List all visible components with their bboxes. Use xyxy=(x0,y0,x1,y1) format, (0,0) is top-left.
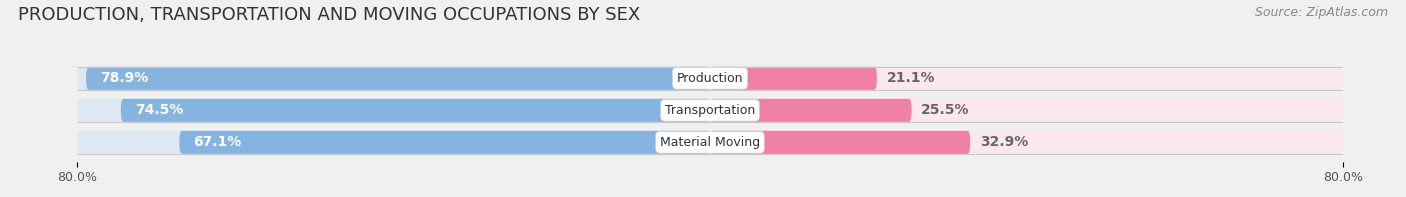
FancyBboxPatch shape xyxy=(77,67,710,90)
Text: 25.5%: 25.5% xyxy=(921,103,970,117)
Text: PRODUCTION, TRANSPORTATION AND MOVING OCCUPATIONS BY SEX: PRODUCTION, TRANSPORTATION AND MOVING OC… xyxy=(18,6,641,24)
FancyBboxPatch shape xyxy=(86,67,710,90)
Legend: Male, Female: Male, Female xyxy=(634,193,786,197)
FancyBboxPatch shape xyxy=(77,131,710,154)
Text: Transportation: Transportation xyxy=(665,104,755,117)
Text: 32.9%: 32.9% xyxy=(980,135,1028,149)
Text: Source: ZipAtlas.com: Source: ZipAtlas.com xyxy=(1254,6,1388,19)
Text: 78.9%: 78.9% xyxy=(100,71,149,85)
FancyBboxPatch shape xyxy=(710,67,877,90)
FancyBboxPatch shape xyxy=(710,131,1343,154)
FancyBboxPatch shape xyxy=(121,99,710,122)
FancyBboxPatch shape xyxy=(710,131,970,154)
FancyBboxPatch shape xyxy=(180,131,710,154)
FancyBboxPatch shape xyxy=(710,67,1343,90)
FancyBboxPatch shape xyxy=(710,99,911,122)
Text: 21.1%: 21.1% xyxy=(886,71,935,85)
FancyBboxPatch shape xyxy=(77,99,710,122)
FancyBboxPatch shape xyxy=(710,99,1343,122)
Text: 67.1%: 67.1% xyxy=(194,135,242,149)
Text: Production: Production xyxy=(676,72,744,85)
Text: Material Moving: Material Moving xyxy=(659,136,761,149)
Text: 74.5%: 74.5% xyxy=(135,103,183,117)
